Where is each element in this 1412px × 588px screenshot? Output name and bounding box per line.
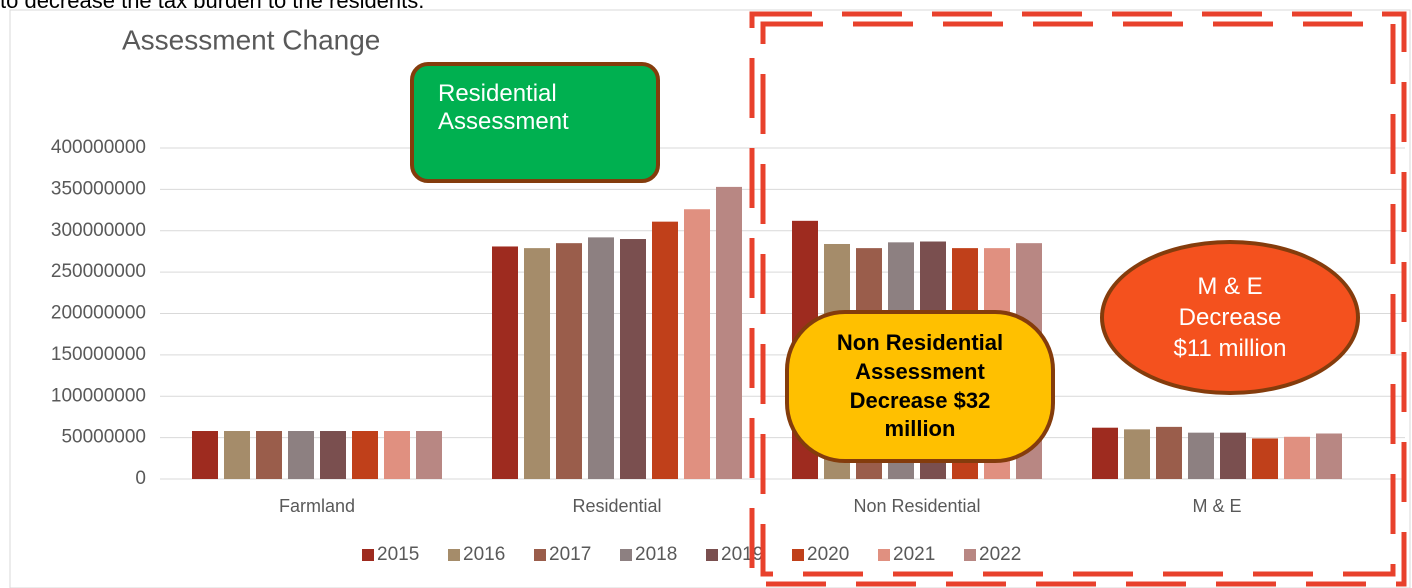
bar bbox=[192, 431, 218, 479]
bar bbox=[588, 237, 614, 479]
bar bbox=[684, 209, 710, 480]
bar bbox=[1092, 427, 1118, 479]
legend-swatch bbox=[706, 549, 718, 561]
bar bbox=[1316, 433, 1342, 479]
bar bbox=[288, 431, 314, 479]
bar bbox=[492, 246, 518, 479]
legend-label: 2015 bbox=[377, 544, 419, 565]
bar bbox=[1284, 436, 1310, 479]
annotation: Residential Assessment bbox=[410, 62, 660, 183]
legend-label: 2016 bbox=[463, 544, 505, 565]
bar bbox=[224, 431, 250, 479]
bar bbox=[1156, 426, 1182, 479]
bar bbox=[384, 431, 410, 479]
legend-swatch bbox=[792, 549, 804, 561]
bar bbox=[620, 239, 646, 479]
y-tick-label: 400000000 bbox=[51, 137, 146, 158]
legend-swatch bbox=[534, 549, 546, 561]
y-tick-label: 50000000 bbox=[61, 427, 146, 448]
legend-label: 2021 bbox=[893, 544, 935, 565]
y-tick-label: 250000000 bbox=[51, 261, 146, 282]
bar bbox=[1220, 432, 1246, 479]
y-tick-label: 150000000 bbox=[51, 344, 146, 365]
y-tick-label: 300000000 bbox=[51, 220, 146, 241]
y-tick-label: 200000000 bbox=[51, 303, 146, 324]
chart-title: Assessment Change bbox=[122, 24, 380, 55]
legend-label: 2022 bbox=[979, 544, 1021, 565]
legend-label: 2018 bbox=[635, 544, 677, 565]
y-tick-label: 100000000 bbox=[51, 385, 146, 406]
legend-swatch bbox=[448, 549, 460, 561]
annotation: Non Residential Assessment Decrease $32 … bbox=[785, 310, 1055, 463]
annotation: M & E Decrease $11 million bbox=[1100, 240, 1360, 395]
bar bbox=[1188, 432, 1214, 479]
legend-label: 2019 bbox=[721, 544, 763, 565]
y-tick-label: 350000000 bbox=[51, 178, 146, 199]
bar bbox=[524, 248, 550, 479]
bar bbox=[652, 221, 678, 479]
legend-swatch bbox=[964, 549, 976, 561]
caption: to decrease the tax burden to the reside… bbox=[0, 0, 424, 13]
legend-swatch bbox=[878, 549, 890, 561]
x-tick-label: Residential bbox=[572, 496, 661, 516]
bar bbox=[716, 186, 742, 479]
legend-swatch bbox=[362, 549, 374, 561]
legend-label: 2017 bbox=[549, 544, 591, 565]
bar bbox=[352, 431, 378, 479]
legend-swatch bbox=[620, 549, 632, 561]
legend-label: 2020 bbox=[807, 544, 849, 565]
x-tick-label: Farmland bbox=[279, 496, 355, 516]
y-tick-label: 0 bbox=[135, 468, 146, 489]
x-tick-label: M & E bbox=[1192, 496, 1241, 516]
bar bbox=[416, 431, 442, 479]
bar bbox=[256, 431, 282, 479]
bar bbox=[1252, 438, 1278, 479]
bar bbox=[556, 243, 582, 479]
bar bbox=[320, 431, 346, 479]
x-tick-label: Non Residential bbox=[853, 496, 980, 516]
bar bbox=[1124, 429, 1150, 479]
